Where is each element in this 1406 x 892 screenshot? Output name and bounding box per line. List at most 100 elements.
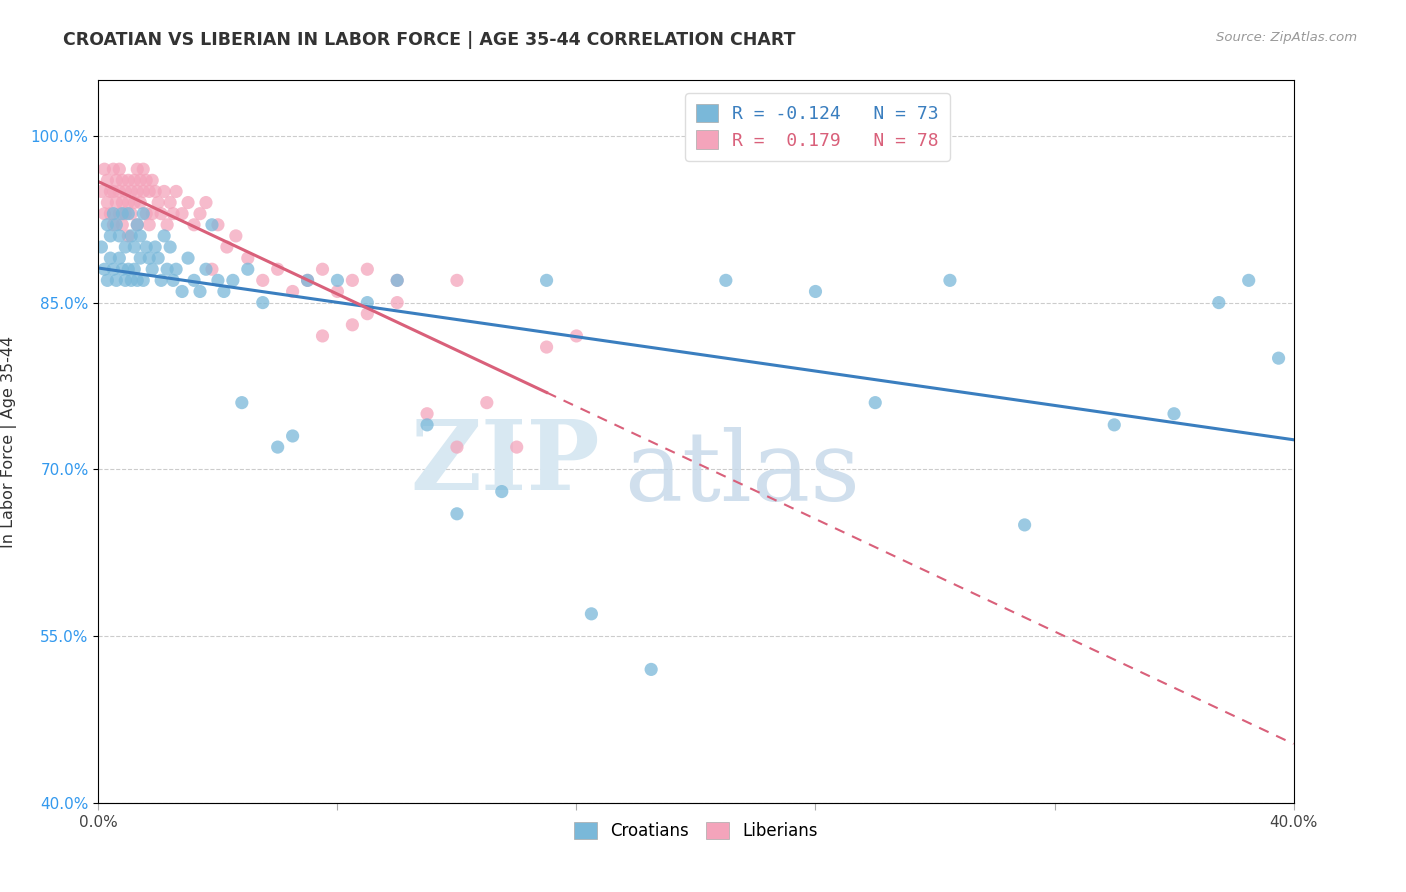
Point [114, 207, 136, 221]
Point [183, 273, 205, 287]
Point [111, 195, 134, 210]
Point [93, 262, 115, 277]
Point [165, 262, 187, 277]
Y-axis label: In Labor Force | Age 35-44: In Labor Force | Age 35-44 [1, 335, 17, 548]
Point [356, 295, 378, 310]
Point [120, 273, 142, 287]
Point [129, 195, 152, 210]
Point [1104, 417, 1126, 432]
Point [124, 195, 146, 210]
Point [117, 195, 139, 210]
Point [141, 262, 163, 277]
Point [159, 240, 181, 254]
Point [150, 273, 173, 287]
Point [177, 195, 200, 210]
Point [132, 162, 155, 177]
Point [714, 273, 737, 287]
Point [117, 207, 139, 221]
Point [267, 262, 290, 277]
Point [127, 218, 149, 232]
Point [565, 329, 588, 343]
Point [385, 295, 409, 310]
Point [939, 273, 962, 287]
Point [127, 273, 149, 287]
Point [96, 218, 118, 232]
Text: CROATIAN VS LIBERIAN IN LABOR FORCE | AGE 35-44 CORRELATION CHART: CROATIAN VS LIBERIAN IN LABOR FORCE | AG… [63, 31, 796, 49]
Text: atlas: atlas [624, 427, 860, 521]
Point [98, 228, 122, 243]
Point [127, 218, 149, 232]
Point [188, 285, 211, 299]
Point [581, 607, 603, 621]
Point [195, 262, 218, 277]
Point [132, 273, 155, 287]
Point [129, 251, 152, 265]
Point [326, 273, 349, 287]
Point [252, 295, 274, 310]
Point [111, 218, 134, 232]
Point [804, 285, 827, 299]
Point [536, 273, 558, 287]
Point [865, 395, 887, 409]
Point [326, 285, 349, 299]
Point [475, 395, 498, 409]
Point [96, 195, 118, 210]
Point [356, 307, 378, 321]
Point [135, 207, 157, 221]
Point [236, 262, 259, 277]
Point [114, 240, 136, 254]
Point [446, 273, 468, 287]
Point [103, 162, 125, 177]
Point [120, 228, 142, 243]
Legend: Croatians, Liberians: Croatians, Liberians [565, 814, 827, 848]
Point [124, 262, 146, 277]
Point [93, 162, 115, 177]
Point [281, 429, 304, 443]
Point [132, 185, 155, 199]
Point [491, 484, 513, 499]
Point [117, 262, 139, 277]
Point [342, 273, 364, 287]
Point [98, 251, 122, 265]
Point [138, 251, 160, 265]
Point [93, 207, 115, 221]
Point [117, 173, 139, 187]
Point [103, 218, 125, 232]
Point [103, 185, 125, 199]
Point [127, 162, 149, 177]
Point [385, 273, 409, 287]
Point [207, 273, 229, 287]
Point [114, 185, 136, 199]
Point [156, 218, 179, 232]
Point [215, 240, 238, 254]
Point [1237, 273, 1260, 287]
Point [153, 185, 176, 199]
Point [108, 228, 131, 243]
Point [108, 162, 131, 177]
Point [1014, 517, 1036, 532]
Point [96, 273, 118, 287]
Point [111, 173, 134, 187]
Text: Source: ZipAtlas.com: Source: ZipAtlas.com [1216, 31, 1357, 45]
Point [111, 262, 134, 277]
Point [138, 218, 160, 232]
Point [141, 207, 163, 221]
Point [141, 173, 163, 187]
Point [114, 273, 136, 287]
Point [252, 273, 274, 287]
Point [188, 207, 211, 221]
Point [172, 285, 194, 299]
Text: ZIP: ZIP [411, 417, 600, 510]
Point [111, 207, 134, 221]
Point [150, 207, 173, 221]
Point [297, 273, 319, 287]
Point [148, 251, 170, 265]
Point [129, 228, 152, 243]
Point [267, 440, 290, 454]
Point [201, 218, 224, 232]
Point [311, 329, 333, 343]
Point [201, 262, 224, 277]
Point [506, 440, 529, 454]
Point [108, 185, 131, 199]
Point [117, 228, 139, 243]
